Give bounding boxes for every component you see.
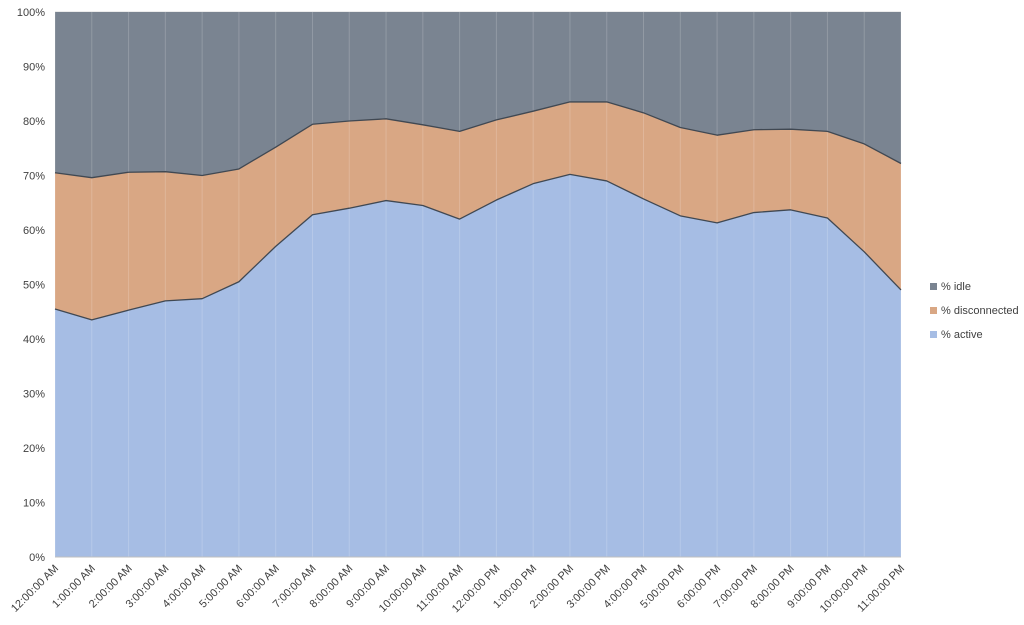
vertical-grid-layer [54,12,902,557]
series-line-active [54,173,902,321]
y-tick-label: 0% [29,552,45,564]
y-tick-label: 40% [23,334,45,346]
x-tick-label: 12:00:00 AM [9,563,61,615]
y-tick-label: 70% [23,171,45,183]
y-tick-label: 20% [23,443,45,455]
y-tick-label: 10% [23,498,45,510]
series-lines-layer [54,101,902,321]
y-tick-label: 30% [23,389,45,401]
legend-swatch [930,283,937,290]
area-series-idle [55,12,901,178]
y-tick-label: 60% [23,225,45,237]
legend-label: % active [941,329,983,341]
area-layer [55,12,901,557]
y-tick-label: 50% [23,280,45,292]
area-series-active [55,174,901,557]
legend-label: % disconnected [941,305,1019,317]
legend-label: % idle [941,281,971,293]
legend-swatch [930,307,937,314]
y-tick-label: 90% [23,62,45,74]
legend-swatch [930,331,937,338]
series-line-disconnected [54,101,902,179]
legend: % idle % disconnected % active [930,281,1019,341]
area-series-disconnected [55,101,901,320]
y-tick-label: 80% [23,116,45,128]
y-tick-label: 100% [17,7,45,19]
